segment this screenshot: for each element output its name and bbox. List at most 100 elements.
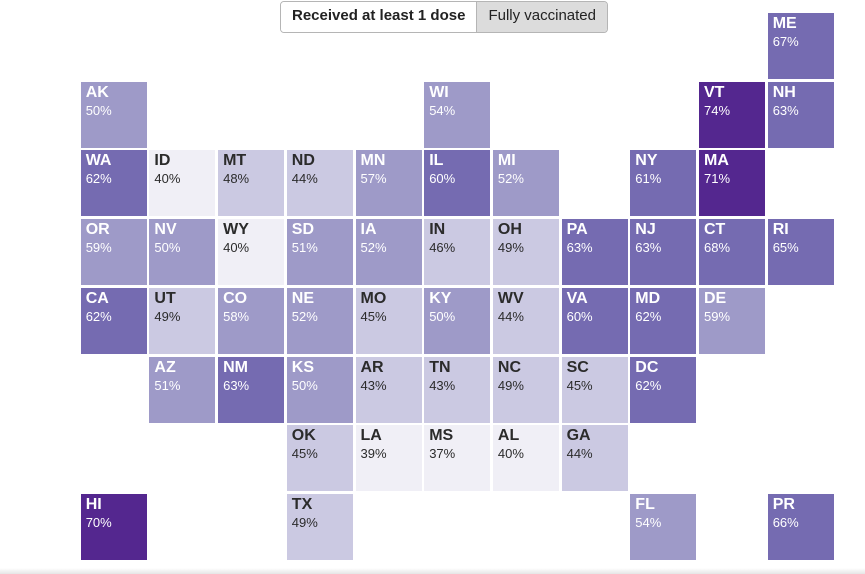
state-abbr: IL bbox=[429, 152, 444, 170]
state-value-label: 50% bbox=[154, 240, 181, 256]
state-tile-nd[interactable]: ND 44% bbox=[286, 150, 353, 217]
state-tile-nh[interactable]: NH 63% bbox=[767, 81, 834, 148]
state-tile-pa[interactable]: PA 63% bbox=[561, 219, 628, 286]
state-value-label: 52% bbox=[360, 240, 387, 256]
state-abbr: AZ bbox=[154, 358, 176, 376]
state-tile-nv[interactable]: NV 50% bbox=[149, 219, 216, 286]
state-value-label: 51% bbox=[291, 240, 318, 256]
state-abbr: CO bbox=[223, 289, 248, 307]
state-tile-in[interactable]: IN 46% bbox=[424, 219, 491, 286]
state-tile-hi[interactable]: HI 70% bbox=[80, 493, 147, 560]
state-tile-il[interactable]: IL 60% bbox=[424, 150, 491, 217]
state-abbr: NH bbox=[772, 83, 796, 101]
state-tile-ut[interactable]: UT 49% bbox=[149, 287, 216, 354]
toggle-fully-vaccinated[interactable]: Fully vaccinated bbox=[476, 2, 607, 32]
state-tile-ca[interactable]: CA 62% bbox=[80, 287, 147, 354]
state-abbr: SC bbox=[566, 358, 589, 376]
state-tile-or[interactable]: OR 59% bbox=[80, 219, 147, 286]
state-tile-dc[interactable]: DC 62% bbox=[630, 356, 697, 423]
state-value-label: 62% bbox=[85, 171, 112, 187]
state-tile-tn[interactable]: TN 43% bbox=[424, 356, 491, 423]
state-tile-sc[interactable]: SC 45% bbox=[561, 356, 628, 423]
state-abbr: VT bbox=[704, 83, 725, 101]
state-abbr: MS bbox=[429, 427, 454, 445]
state-abbr: PA bbox=[566, 221, 588, 239]
state-tile-wy[interactable]: WY 40% bbox=[218, 219, 285, 286]
state-tile-ok[interactable]: OK 45% bbox=[286, 425, 353, 492]
state-value-label: 44% bbox=[566, 446, 593, 462]
state-value-label: 63% bbox=[772, 102, 799, 118]
state-tile-sd[interactable]: SD 51% bbox=[286, 219, 353, 286]
state-abbr: WI bbox=[429, 83, 449, 101]
state-value-label: 39% bbox=[360, 446, 387, 462]
state-abbr: AL bbox=[497, 427, 520, 445]
state-tile-ri[interactable]: RI 65% bbox=[767, 219, 834, 286]
state-abbr: VA bbox=[566, 289, 588, 307]
state-value-label: 59% bbox=[704, 308, 731, 324]
state-abbr: CT bbox=[704, 221, 726, 239]
state-tile-ms[interactable]: MS 37% bbox=[424, 425, 491, 492]
state-tile-la[interactable]: LA 39% bbox=[355, 425, 422, 492]
state-tile-wv[interactable]: WV 44% bbox=[492, 287, 559, 354]
state-abbr: AK bbox=[85, 83, 109, 101]
state-tile-ga[interactable]: GA 44% bbox=[561, 425, 628, 492]
state-tile-ma[interactable]: MA 71% bbox=[699, 150, 765, 217]
state-value-label: 48% bbox=[223, 171, 250, 187]
state-abbr: OK bbox=[291, 427, 316, 445]
state-tile-md[interactable]: MD 62% bbox=[630, 287, 697, 354]
state-tile-co[interactable]: CO 58% bbox=[218, 287, 285, 354]
state-tile-ne[interactable]: NE 52% bbox=[286, 287, 353, 354]
state-tile-ny[interactable]: NY 61% bbox=[630, 150, 697, 217]
state-tile-oh[interactable]: OH 49% bbox=[492, 219, 559, 286]
state-tile-nj[interactable]: NJ 63% bbox=[630, 219, 697, 286]
state-value-label: 68% bbox=[704, 240, 731, 256]
state-tile-az[interactable]: AZ 51% bbox=[149, 356, 216, 423]
state-abbr: MT bbox=[223, 152, 247, 170]
state-abbr: GA bbox=[566, 427, 591, 445]
state-tile-mi[interactable]: MI 52% bbox=[492, 150, 559, 217]
state-value-label: 45% bbox=[360, 308, 387, 324]
state-tile-nm[interactable]: NM 63% bbox=[218, 356, 285, 423]
state-value-label: 50% bbox=[429, 308, 456, 324]
state-abbr: PR bbox=[772, 495, 795, 513]
state-value-label: 71% bbox=[704, 171, 731, 187]
state-abbr: NJ bbox=[635, 221, 656, 239]
scroll-shadow bbox=[0, 568, 865, 574]
state-tile-tx[interactable]: TX 49% bbox=[286, 493, 353, 560]
state-tile-pr[interactable]: PR 66% bbox=[767, 493, 834, 560]
state-tile-wa[interactable]: WA 62% bbox=[80, 150, 147, 217]
state-value-label: 44% bbox=[497, 308, 524, 324]
state-tile-mt[interactable]: MT 48% bbox=[218, 150, 285, 217]
state-abbr: ME bbox=[772, 15, 797, 32]
state-tile-wi[interactable]: WI 54% bbox=[424, 81, 491, 148]
state-tile-ks[interactable]: KS 50% bbox=[286, 356, 353, 423]
state-tile-vt[interactable]: VT 74% bbox=[699, 81, 765, 148]
state-abbr: MN bbox=[360, 152, 386, 170]
state-value-label: 49% bbox=[291, 514, 318, 530]
state-abbr: FL bbox=[635, 495, 655, 513]
state-tile-ct[interactable]: CT 68% bbox=[699, 219, 765, 286]
state-value-label: 54% bbox=[635, 514, 662, 530]
state-tile-mo[interactable]: MO 45% bbox=[355, 287, 422, 354]
state-tile-id[interactable]: ID 40% bbox=[149, 150, 216, 217]
toggle-at-least-one-dose[interactable]: Received at least 1 dose bbox=[281, 2, 477, 32]
state-tile-va[interactable]: VA 60% bbox=[561, 287, 628, 354]
state-value-label: 40% bbox=[497, 446, 524, 462]
state-tile-ky[interactable]: KY 50% bbox=[424, 287, 491, 354]
state-tile-ak[interactable]: AK 50% bbox=[80, 81, 147, 148]
state-value-label: 70% bbox=[85, 514, 112, 530]
state-tile-ar[interactable]: AR 43% bbox=[355, 356, 422, 423]
state-value-label: 49% bbox=[497, 377, 524, 393]
state-tile-ia[interactable]: IA 52% bbox=[355, 219, 422, 286]
state-tile-mn[interactable]: MN 57% bbox=[355, 150, 422, 217]
state-tile-nc[interactable]: NC 49% bbox=[492, 356, 559, 423]
state-tile-me[interactable]: ME 67% bbox=[767, 13, 834, 79]
state-value-label: 40% bbox=[223, 240, 250, 256]
state-tile-fl[interactable]: FL 54% bbox=[630, 493, 697, 560]
state-tile-al[interactable]: AL 40% bbox=[492, 425, 559, 492]
state-tile-de[interactable]: DE 59% bbox=[699, 287, 765, 354]
state-abbr: DE bbox=[704, 289, 727, 307]
state-abbr: AR bbox=[360, 358, 384, 376]
state-value-label: 50% bbox=[291, 377, 318, 393]
state-value-label: 54% bbox=[429, 102, 456, 118]
